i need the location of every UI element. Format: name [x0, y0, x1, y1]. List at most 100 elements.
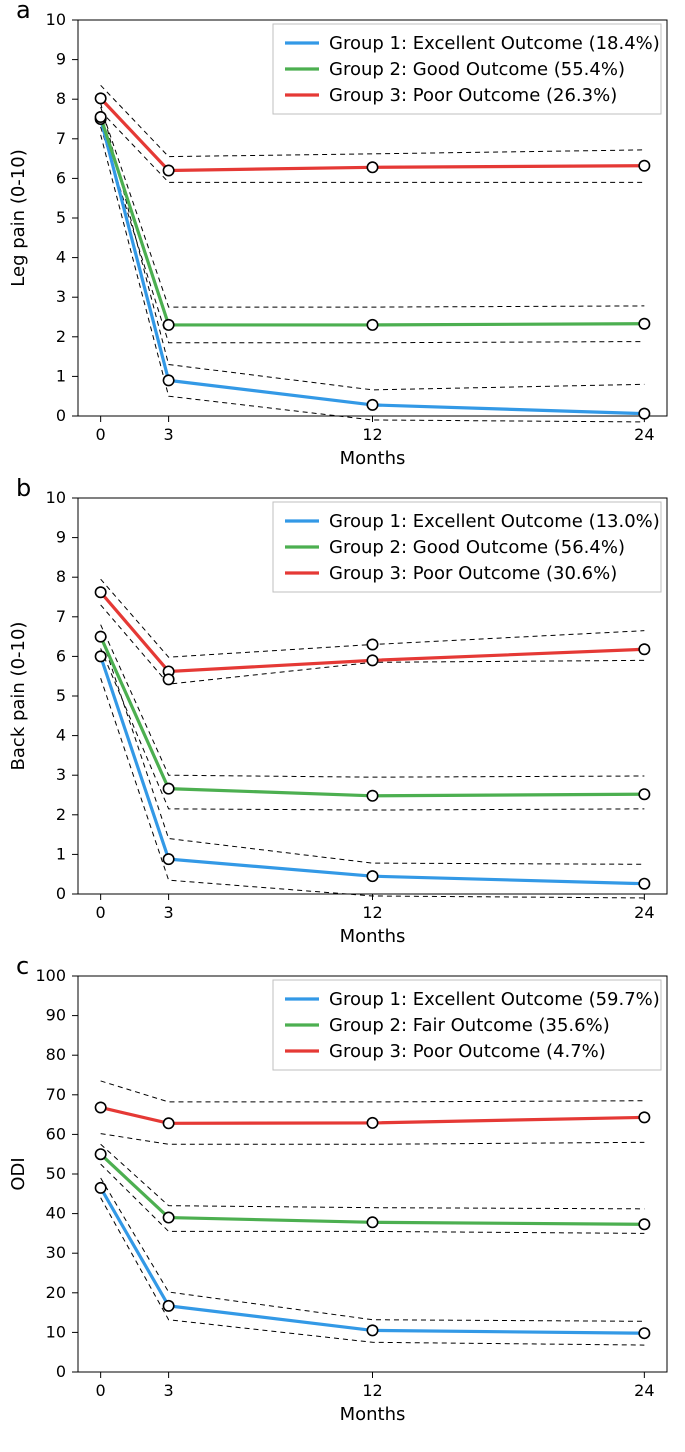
svg-text:4: 4: [56, 726, 66, 745]
data-marker: [639, 1219, 649, 1229]
data-marker: [163, 1301, 173, 1311]
svg-text:50: 50: [46, 1164, 66, 1183]
data-marker: [95, 1183, 105, 1193]
data-marker: [163, 854, 173, 864]
legend-item-label: Group 2: Fair Outcome (35.6%): [329, 1015, 610, 1036]
svg-text:3: 3: [164, 425, 174, 444]
svg-text:24: 24: [634, 1381, 654, 1400]
svg-text:1: 1: [56, 844, 66, 863]
data-marker: [639, 1328, 649, 1338]
legend: Group 1: Excellent Outcome (18.4%) Group …: [273, 24, 661, 114]
ci-upper: [101, 1081, 645, 1102]
data-marker: [95, 651, 105, 661]
svg-text:3: 3: [56, 287, 66, 306]
data-marker: [639, 319, 649, 329]
panel-a: 031224Months012345678910Leg pain (0-10)a…: [0, 0, 685, 478]
legend-item-label: Group 2: Good Outcome (55.4%): [329, 59, 625, 80]
data-marker: [367, 400, 377, 410]
panel-letter: c: [16, 956, 29, 980]
svg-text:70: 70: [46, 1085, 66, 1104]
data-marker: [95, 93, 105, 103]
svg-text:12: 12: [362, 425, 382, 444]
data-marker: [367, 1217, 377, 1227]
data-marker: [367, 655, 377, 665]
data-marker: [367, 791, 377, 801]
svg-text:12: 12: [362, 1381, 382, 1400]
panel-letter: b: [16, 478, 31, 502]
svg-text:8: 8: [56, 89, 66, 108]
data-marker: [639, 1112, 649, 1122]
svg-text:5: 5: [56, 686, 66, 705]
svg-text:24: 24: [634, 425, 654, 444]
svg-text:3: 3: [164, 903, 174, 922]
data-marker: [367, 320, 377, 330]
legend-item-label: Group 1: Excellent Outcome (18.4%): [329, 33, 660, 54]
ci-lower: [101, 127, 645, 343]
svg-text:6: 6: [56, 646, 66, 665]
data-marker: [639, 789, 649, 799]
data-marker: [163, 1118, 173, 1128]
data-marker: [367, 871, 377, 881]
x-axis-label: Months: [340, 926, 406, 947]
legend: Group 1: Excellent Outcome (59.7%) Group …: [273, 980, 661, 1070]
ci-upper: [101, 635, 645, 865]
svg-text:100: 100: [35, 966, 66, 985]
data-marker: [367, 1118, 377, 1128]
data-marker: [639, 644, 649, 654]
legend-item-label: Group 1: Excellent Outcome (59.7%): [329, 989, 660, 1010]
data-marker: [163, 165, 173, 175]
legend-item-label: Group 3: Poor Outcome (4.7%): [329, 1041, 606, 1062]
ci-lower: [101, 135, 645, 422]
svg-text:10: 10: [46, 1322, 66, 1341]
ci-upper: [101, 1144, 645, 1209]
x-axis-label: Months: [340, 448, 406, 469]
svg-text:0: 0: [56, 406, 66, 425]
series-line-group2: [101, 1154, 645, 1224]
svg-text:24: 24: [634, 903, 654, 922]
svg-text:10: 10: [46, 488, 66, 507]
data-marker: [95, 587, 105, 597]
svg-text:0: 0: [56, 1362, 66, 1381]
svg-text:9: 9: [56, 528, 66, 547]
data-marker: [95, 1149, 105, 1159]
series-line-group2: [101, 117, 645, 325]
ci-upper: [101, 103, 645, 390]
svg-text:2: 2: [56, 327, 66, 346]
svg-text:30: 30: [46, 1243, 66, 1262]
legend-item-label: Group 1: Excellent Outcome (13.0%): [329, 511, 660, 532]
data-marker: [367, 162, 377, 172]
y-axis-label: Back pain (0-10): [8, 622, 29, 771]
svg-text:60: 60: [46, 1124, 66, 1143]
svg-text:40: 40: [46, 1204, 66, 1223]
series-line-group1: [101, 1188, 645, 1333]
svg-text:0: 0: [96, 425, 106, 444]
figure: 031224Months012345678910Leg pain (0-10)a…: [0, 0, 685, 1434]
panel-letter: a: [16, 0, 31, 24]
svg-text:8: 8: [56, 567, 66, 586]
legend: Group 1: Excellent Outcome (13.0%) Group …: [273, 502, 661, 592]
data-marker: [95, 1102, 105, 1112]
svg-text:9: 9: [56, 50, 66, 69]
svg-text:3: 3: [164, 1381, 174, 1400]
legend-item-label: Group 3: Poor Outcome (30.6%): [329, 563, 617, 584]
svg-text:0: 0: [56, 884, 66, 903]
data-marker: [95, 631, 105, 641]
ci-upper: [101, 107, 645, 307]
svg-text:1: 1: [56, 366, 66, 385]
svg-text:4: 4: [56, 248, 66, 267]
panel-c: 031224Months0102030405060708090100ODIcGr…: [0, 956, 685, 1434]
data-marker: [95, 112, 105, 122]
data-marker: [163, 320, 173, 330]
data-marker: [367, 1325, 377, 1335]
svg-text:80: 80: [46, 1045, 66, 1064]
legend-item-label: Group 3: Poor Outcome (26.3%): [329, 85, 617, 106]
svg-text:5: 5: [56, 208, 66, 227]
panel-b: 031224Months012345678910Back pain (0-10)…: [0, 478, 685, 956]
ci-upper: [101, 1178, 645, 1321]
svg-text:10: 10: [46, 10, 66, 29]
svg-text:20: 20: [46, 1283, 66, 1302]
data-marker: [367, 639, 377, 649]
data-marker: [639, 879, 649, 889]
y-axis-label: ODI: [8, 1157, 29, 1190]
svg-text:6: 6: [56, 168, 66, 187]
